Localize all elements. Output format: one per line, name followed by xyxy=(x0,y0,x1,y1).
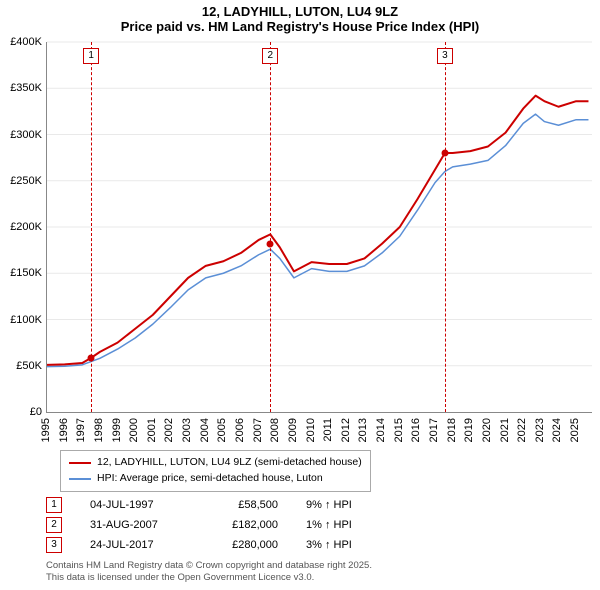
chart-plot-area: 1 2 3 xyxy=(46,42,592,413)
footer-line-2: This data is licensed under the Open Gov… xyxy=(46,572,590,584)
series-line-price_paid xyxy=(47,96,588,365)
y-tick-label: £0 xyxy=(0,406,46,418)
legend-swatch-price-paid xyxy=(69,462,91,465)
x-tick-label: 2014 xyxy=(375,418,387,442)
legend-label-price-paid: 12, LADYHILL, LUTON, LU4 9LZ (semi-detac… xyxy=(97,455,362,471)
sales-row-date: 31-AUG-2007 xyxy=(90,519,180,531)
x-tick-label: 2002 xyxy=(163,418,175,442)
footer-line-1: Contains HM Land Registry data © Crown c… xyxy=(46,560,590,572)
x-tick-label: 2001 xyxy=(146,418,158,442)
sale-marker-dot xyxy=(88,354,95,361)
x-tick-label: 2007 xyxy=(252,418,264,442)
y-tick-label: £150K xyxy=(0,267,46,279)
sales-row-pct: 1% ↑ HPI xyxy=(306,519,396,531)
x-tick-label: 2017 xyxy=(428,418,440,442)
y-tick-label: £400K xyxy=(0,36,46,48)
y-tick-label: £350K xyxy=(0,82,46,94)
legend: 12, LADYHILL, LUTON, LU4 9LZ (semi-detac… xyxy=(60,450,371,492)
x-tick-label: 2025 xyxy=(569,418,581,442)
sales-row-date: 24-JUL-2017 xyxy=(90,539,180,551)
sales-row-number: 1 xyxy=(46,497,62,513)
footer: Contains HM Land Registry data © Crown c… xyxy=(46,560,590,584)
x-tick-label: 2010 xyxy=(305,418,317,442)
x-tick-label: 2004 xyxy=(199,418,211,442)
x-tick-label: 2016 xyxy=(410,418,422,442)
x-tick-label: 1997 xyxy=(75,418,87,442)
x-tick-label: 2024 xyxy=(551,418,563,442)
x-tick-label: 2012 xyxy=(340,418,352,442)
sales-row-number: 3 xyxy=(46,537,62,553)
y-tick-label: £50K xyxy=(0,360,46,372)
sales-table: 1 04-JUL-1997 £58,500 9% ↑ HPI 2 31-AUG-2007 £… xyxy=(46,495,396,555)
sales-row-pct: 3% ↑ HPI xyxy=(306,539,396,551)
x-tick-label: 2005 xyxy=(216,418,228,442)
sales-row-number: 2 xyxy=(46,517,62,533)
title-line-1: 12, LADYHILL, LUTON, LU4 9LZ xyxy=(0,4,600,19)
sale-marker-box: 3 xyxy=(437,48,453,64)
sale-marker-dot xyxy=(441,150,448,157)
x-tick-label: 2009 xyxy=(287,418,299,442)
sale-marker-line xyxy=(270,42,271,412)
x-tick-label: 1995 xyxy=(40,418,52,442)
x-tick-label: 2020 xyxy=(481,418,493,442)
legend-label-hpi: HPI: Average price, semi-detached house,… xyxy=(97,471,323,487)
x-tick-label: 1996 xyxy=(58,418,70,442)
x-tick-label: 2019 xyxy=(463,418,475,442)
legend-row-price-paid: 12, LADYHILL, LUTON, LU4 9LZ (semi-detac… xyxy=(69,455,362,471)
chart-title: 12, LADYHILL, LUTON, LU4 9LZ Price paid … xyxy=(0,0,600,34)
x-tick-label: 2008 xyxy=(269,418,281,442)
x-tick-label: 2023 xyxy=(534,418,546,442)
legend-swatch-hpi xyxy=(69,478,91,480)
x-tick-label: 2006 xyxy=(234,418,246,442)
y-tick-label: £100K xyxy=(0,314,46,326)
x-tick-label: 1999 xyxy=(111,418,123,442)
legend-row-hpi: HPI: Average price, semi-detached house,… xyxy=(69,471,362,487)
x-tick-label: 2011 xyxy=(322,418,334,442)
title-line-2: Price paid vs. HM Land Registry's House … xyxy=(0,19,600,34)
series-line-hpi xyxy=(47,114,588,367)
sales-row-pct: 9% ↑ HPI xyxy=(306,499,396,511)
y-tick-label: £200K xyxy=(0,221,46,233)
x-tick-label: 2013 xyxy=(357,418,369,442)
x-tick-label: 2018 xyxy=(446,418,458,442)
x-tick-label: 2000 xyxy=(128,418,140,442)
sales-table-row: 3 24-JUL-2017 £280,000 3% ↑ HPI xyxy=(46,535,396,555)
y-tick-label: £250K xyxy=(0,175,46,187)
sale-marker-box: 2 xyxy=(262,48,278,64)
sales-table-row: 2 31-AUG-2007 £182,000 1% ↑ HPI xyxy=(46,515,396,535)
sales-row-price: £58,500 xyxy=(208,499,278,511)
sales-table-row: 1 04-JUL-1997 £58,500 9% ↑ HPI xyxy=(46,495,396,515)
sales-row-price: £280,000 xyxy=(208,539,278,551)
sales-row-date: 04-JUL-1997 xyxy=(90,499,180,511)
sale-marker-line xyxy=(445,42,446,412)
y-tick-label: £300K xyxy=(0,129,46,141)
x-tick-label: 1998 xyxy=(93,418,105,442)
x-tick-label: 2021 xyxy=(499,418,511,442)
chart-svg xyxy=(47,42,592,412)
x-tick-label: 2015 xyxy=(393,418,405,442)
x-tick-label: 2003 xyxy=(181,418,193,442)
sales-row-price: £182,000 xyxy=(208,519,278,531)
sale-marker-dot xyxy=(267,240,274,247)
x-tick-label: 2022 xyxy=(516,418,528,442)
sale-marker-box: 1 xyxy=(83,48,99,64)
